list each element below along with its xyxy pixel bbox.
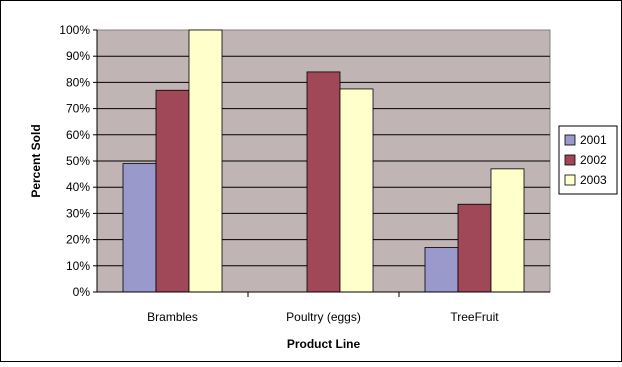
bar-2002-brambles (155, 89, 190, 293)
y-tick-label: 10% (66, 259, 90, 273)
legend-swatch (564, 154, 576, 166)
x-tick-label: TreeFruit (450, 310, 499, 324)
legend-swatch (564, 174, 576, 186)
y-tick-label: 70% (66, 102, 90, 116)
y-tick-label: 40% (66, 180, 90, 194)
bar-2001-brambles (122, 163, 157, 293)
y-tick-label: 50% (66, 154, 90, 168)
y-tick-label: 90% (66, 49, 90, 63)
bar-2003-treefruit (490, 168, 525, 293)
legend-label: 2002 (580, 153, 607, 167)
axes: 0% 10% 20% 30% 40% 50% 60% 70% 80% 90% 100% Bramble… (59, 23, 550, 324)
bar-2003-poultry-eggs (339, 88, 374, 293)
x-axis-title: Product Line (287, 337, 361, 351)
y-axis-title: Percent Sold (29, 124, 43, 197)
y-tick-label: 30% (66, 206, 90, 220)
y-tick-label: 20% (66, 233, 90, 247)
bar-2002-poultry-eggs (306, 71, 341, 293)
y-tick-label: 60% (66, 128, 90, 142)
bar-2003-brambles (188, 29, 223, 293)
y-tick-label: 100% (59, 23, 90, 37)
bars (122, 29, 525, 293)
bar-2002-treefruit (457, 203, 492, 293)
legend-label: 2003 (580, 173, 607, 187)
legend-swatch (564, 134, 576, 146)
y-tick-label: 80% (66, 75, 90, 89)
x-tick-label: Poultry (eggs) (286, 310, 361, 324)
legend-label: 2001 (580, 133, 607, 147)
bar-2001-treefruit (424, 247, 459, 293)
y-tick-label: 0% (73, 285, 91, 299)
x-tick-label: Brambles (147, 310, 198, 324)
legend: 2001 2002 2003 (558, 125, 618, 195)
